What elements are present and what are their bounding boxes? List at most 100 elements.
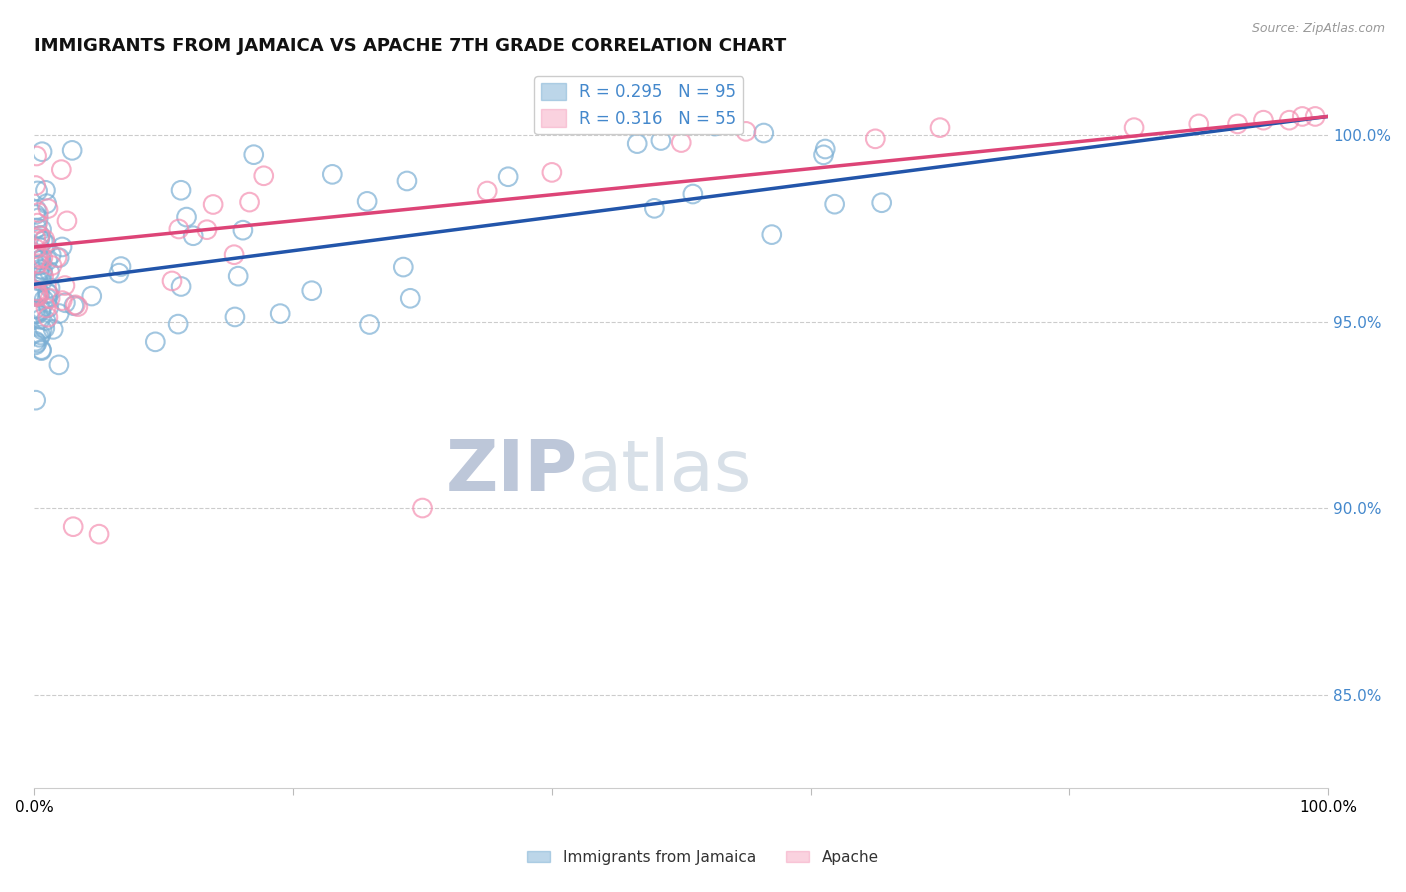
Point [27,216,49,230]
Point [626,136,648,151]
Legend: Immigrants from Jamaica, Apache: Immigrants from Jamaica, Apache [522,844,884,871]
Point [24,334,46,349]
Point [34,183,56,197]
Point [167,222,190,236]
Point [28,232,51,246]
Point [28,286,51,301]
Point [395,174,418,188]
Point [242,147,264,161]
Point [80,289,103,303]
Point [929,120,952,135]
Point [181,228,204,243]
Point [321,167,343,181]
Point [25,259,48,273]
Point [25,251,48,265]
Point [399,291,422,305]
Point [232,223,254,237]
Point [30,304,52,318]
Point [30,258,52,272]
Point [32,269,55,284]
Point [682,187,704,202]
Point [39,248,62,262]
Point [24,178,46,193]
Point [28,240,51,254]
Point [53,278,76,293]
Point [30,228,52,243]
Point [735,124,758,138]
Text: IMMIGRANTS FROM JAMAICA VS APACHE 7TH GRADE CORRELATION CHART: IMMIGRANTS FROM JAMAICA VS APACHE 7TH GR… [34,37,786,55]
Point [870,195,893,210]
Point [30,312,52,326]
Point [27,211,49,225]
Point [24,393,46,408]
Point [35,237,58,252]
Point [25,149,48,163]
Point [167,317,190,331]
Point [645,118,668,132]
Point [24,231,46,245]
Point [31,222,53,236]
Point [160,274,183,288]
Point [170,183,193,197]
Point [1278,113,1301,128]
Point [477,184,499,198]
Point [27,184,49,198]
Point [356,194,378,209]
Point [202,197,225,211]
Point [28,265,51,279]
Point [24,289,46,303]
Point [824,197,846,211]
Point [108,266,131,280]
Point [301,284,323,298]
Point [39,281,62,295]
Point [48,358,70,372]
Point [359,318,381,332]
Point [38,301,60,315]
Point [56,214,79,228]
Point [224,248,246,262]
Point [1291,110,1313,124]
Point [176,210,198,224]
Point [35,196,58,211]
Point [1226,117,1249,131]
Point [1123,120,1146,135]
Point [238,195,260,210]
Point [24,301,46,316]
Point [24,307,46,321]
Point [224,310,246,324]
Point [60,144,83,158]
Point [39,291,62,305]
Point [31,275,53,289]
Point [35,301,58,315]
Point [34,232,56,246]
Point [62,519,84,533]
Point [63,299,86,313]
Point [41,259,63,273]
Point [25,284,48,298]
Point [865,132,887,146]
Point [38,265,60,279]
Point [30,302,52,317]
Point [143,334,166,349]
Point [46,251,69,265]
Point [51,162,73,177]
Point [31,267,53,281]
Point [51,293,73,308]
Text: ZIP: ZIP [446,436,578,506]
Point [1303,110,1326,124]
Point [31,343,53,358]
Point [643,202,665,216]
Point [28,330,51,344]
Point [671,136,693,150]
Point [37,310,59,325]
Point [65,298,87,312]
Point [31,251,53,265]
Point [814,142,837,156]
Point [703,119,725,133]
Point [28,262,51,277]
Point [28,253,51,268]
Point [37,286,59,301]
Point [27,205,49,219]
Point [42,322,65,336]
Point [27,307,49,321]
